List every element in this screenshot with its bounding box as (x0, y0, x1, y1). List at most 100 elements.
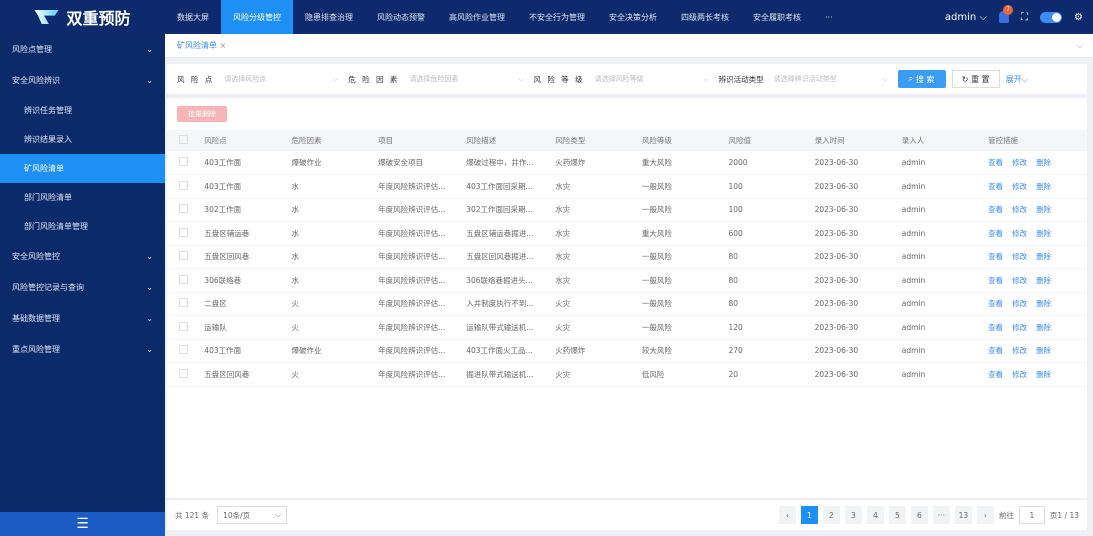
search-button[interactable]: ⌕ 搜 索 (897, 70, 946, 88)
edit-link[interactable]: 修改 (1012, 346, 1028, 356)
table-row: 302工作面水年度风险辨识评估... 302工作面回采期... 水灾 一般风险 100 2… (167, 198, 1087, 222)
select-all-checkbox[interactable] (167, 130, 205, 151)
hazard-select[interactable]: 请选择危险因素 ⌵ (409, 74, 524, 84)
risk-level-select[interactable]: 请选择风险等级 ⌵ (594, 74, 709, 84)
page-button[interactable]: 1 (800, 506, 818, 524)
sidebar-group[interactable]: 重点风险管理 ⌄ (0, 334, 165, 365)
view-link[interactable]: 查看 (988, 346, 1004, 356)
tab-risk-list[interactable]: 矿风险清单 × (177, 41, 227, 50)
nav-item[interactable]: 不安全行为管理 (529, 12, 585, 22)
page-button[interactable]: 6 (910, 506, 928, 524)
sidebar-item[interactable]: 矿风险清单 (0, 154, 165, 183)
view-link[interactable]: 查看 (988, 299, 1004, 309)
view-link[interactable]: 查看 (988, 158, 1004, 167)
table-row: 五盘区回风巷火年度风险辨识评估... 掘进队带式输送机... 火灾 低风险 20 2023… (167, 362, 1087, 387)
sidebar: 风险点管理 ⌄ 安全风险辨识 ⌄ 辨识任务管理 辨识结果录入矿风险清单部门风险清单部门风险… (0, 34, 165, 536)
sidebar-group[interactable]: 风险管控记录与查询 ⌄ (0, 272, 165, 303)
table-cell: 火灾 (555, 315, 642, 340)
sidebar-group[interactable]: 安全风险管控 ⌄ (0, 241, 165, 272)
view-link[interactable]: 查看 (988, 228, 1004, 238)
delete-link[interactable]: 删除 (1036, 369, 1052, 379)
sidebar-group[interactable]: 风险点管理 ⌄ (0, 34, 165, 65)
delete-link[interactable]: 删除 (1036, 299, 1052, 309)
page-size-select[interactable]: 10条/页 ⌵ (217, 506, 288, 524)
goto-page-input[interactable]: 1 (1018, 506, 1045, 524)
row-checkbox[interactable] (167, 174, 205, 199)
logo[interactable]: 双重预防 (0, 5, 165, 29)
nav-item[interactable]: 风险分级管控 (221, 0, 293, 34)
view-link[interactable]: 查看 (988, 181, 1004, 191)
nav-item[interactable]: ··· (825, 12, 833, 22)
view-link[interactable]: 查看 (988, 252, 1004, 262)
sidebar-item[interactable]: 部门风险清单 (24, 193, 72, 202)
next-page-button[interactable]: › (976, 506, 994, 524)
row-checkbox[interactable] (167, 151, 205, 175)
nav-item[interactable]: 安全履职考核 (753, 12, 801, 22)
bell-icon[interactable]: 7 (999, 5, 1014, 23)
edit-link[interactable]: 修改 (1012, 205, 1028, 215)
edit-link[interactable]: 修改 (1012, 181, 1028, 191)
page-button[interactable]: 13 (954, 506, 972, 524)
edit-link[interactable]: 修改 (1012, 228, 1028, 238)
row-checkbox[interactable] (167, 221, 205, 246)
edit-link[interactable]: 修改 (1012, 252, 1028, 262)
edit-link[interactable]: 修改 (1012, 275, 1028, 285)
page-button[interactable]: 4 (866, 506, 884, 524)
delete-link[interactable]: 删除 (1036, 158, 1052, 167)
sidebar-item[interactable]: 辨识结果录入 (24, 135, 72, 144)
row-checkbox[interactable] (167, 198, 205, 222)
nav-item[interactable]: 隐患排查治理 (305, 12, 353, 22)
edit-link[interactable]: 修改 (1012, 158, 1028, 167)
nav-item[interactable]: 风险动态预警 (377, 12, 425, 22)
prev-page-button[interactable]: ‹ (778, 506, 796, 524)
batch-delete-button[interactable]: 批量删除 (177, 106, 227, 122)
delete-link[interactable]: 删除 (1036, 181, 1052, 191)
page-button[interactable]: 3 (844, 506, 862, 524)
nav-item[interactable]: 安全决策分析 (609, 12, 657, 22)
view-link[interactable]: 查看 (988, 205, 1004, 215)
risk-point-select[interactable]: 请选择风险点 ⌵ (224, 74, 339, 84)
row-checkbox[interactable] (167, 292, 205, 316)
row-checkbox[interactable] (167, 268, 205, 293)
delete-link[interactable]: 删除 (1036, 252, 1052, 262)
row-checkbox[interactable] (167, 362, 205, 387)
table-cell: 水 (291, 268, 379, 293)
delete-link[interactable]: 删除 (1036, 275, 1052, 285)
nav-item[interactable]: 数据大屏 (177, 12, 209, 22)
activity-type-select[interactable]: 请选择辨识活动类型 ⌵ (773, 74, 888, 84)
row-checkbox[interactable] (167, 315, 205, 340)
close-icon[interactable]: × (219, 41, 227, 50)
table-cell: 80 (728, 245, 815, 269)
table-cell: 年度风险辨识评估... (378, 315, 467, 340)
fullscreen-icon[interactable]: ⛶ (1021, 11, 1029, 23)
menu-collapse-icon[interactable]: ☰ (0, 512, 165, 536)
reset-button[interactable]: ↻ 重 置 (951, 70, 1000, 88)
delete-link[interactable]: 删除 (1036, 322, 1052, 332)
view-link[interactable]: 查看 (988, 275, 1004, 285)
nav-item[interactable]: 高风险作业管理 (449, 12, 505, 22)
user-menu[interactable]: admin ⌵ (944, 11, 988, 23)
theme-toggle[interactable] (1040, 11, 1063, 23)
expand-button[interactable]: 展开⌵ (1005, 74, 1028, 84)
sidebar-item[interactable]: 部门风险清单管理 (24, 222, 88, 231)
page-button[interactable]: 2 (822, 506, 840, 524)
row-checkbox[interactable] (167, 245, 205, 269)
delete-link[interactable]: 删除 (1036, 346, 1052, 356)
sidebar-item[interactable]: 辨识任务管理 (24, 106, 72, 115)
view-link[interactable]: 查看 (988, 369, 1004, 379)
edit-link[interactable]: 修改 (1012, 299, 1028, 309)
edit-link[interactable]: 修改 (1012, 369, 1028, 379)
delete-link[interactable]: 删除 (1036, 205, 1052, 215)
chevron-down-icon[interactable]: ⌵ (1076, 40, 1083, 50)
page-button[interactable]: 5 (888, 506, 906, 524)
sidebar-group[interactable]: 安全风险辨识 ⌄ (0, 65, 165, 96)
page-button[interactable]: ··· (932, 506, 950, 524)
table-row: 403工作面 爆破作业 爆破安全项目 爆破过程中，井作... 火药爆炸 重大风险 2000 2… (167, 151, 1087, 175)
view-link[interactable]: 查看 (988, 322, 1004, 332)
edit-link[interactable]: 修改 (1012, 322, 1028, 332)
gear-icon[interactable]: ⚙ (1074, 11, 1083, 23)
row-checkbox[interactable] (167, 339, 205, 363)
nav-item[interactable]: 四级两长考核 (681, 12, 729, 22)
delete-link[interactable]: 删除 (1036, 228, 1052, 238)
sidebar-group[interactable]: 基础数据管理 ⌄ (0, 303, 165, 334)
